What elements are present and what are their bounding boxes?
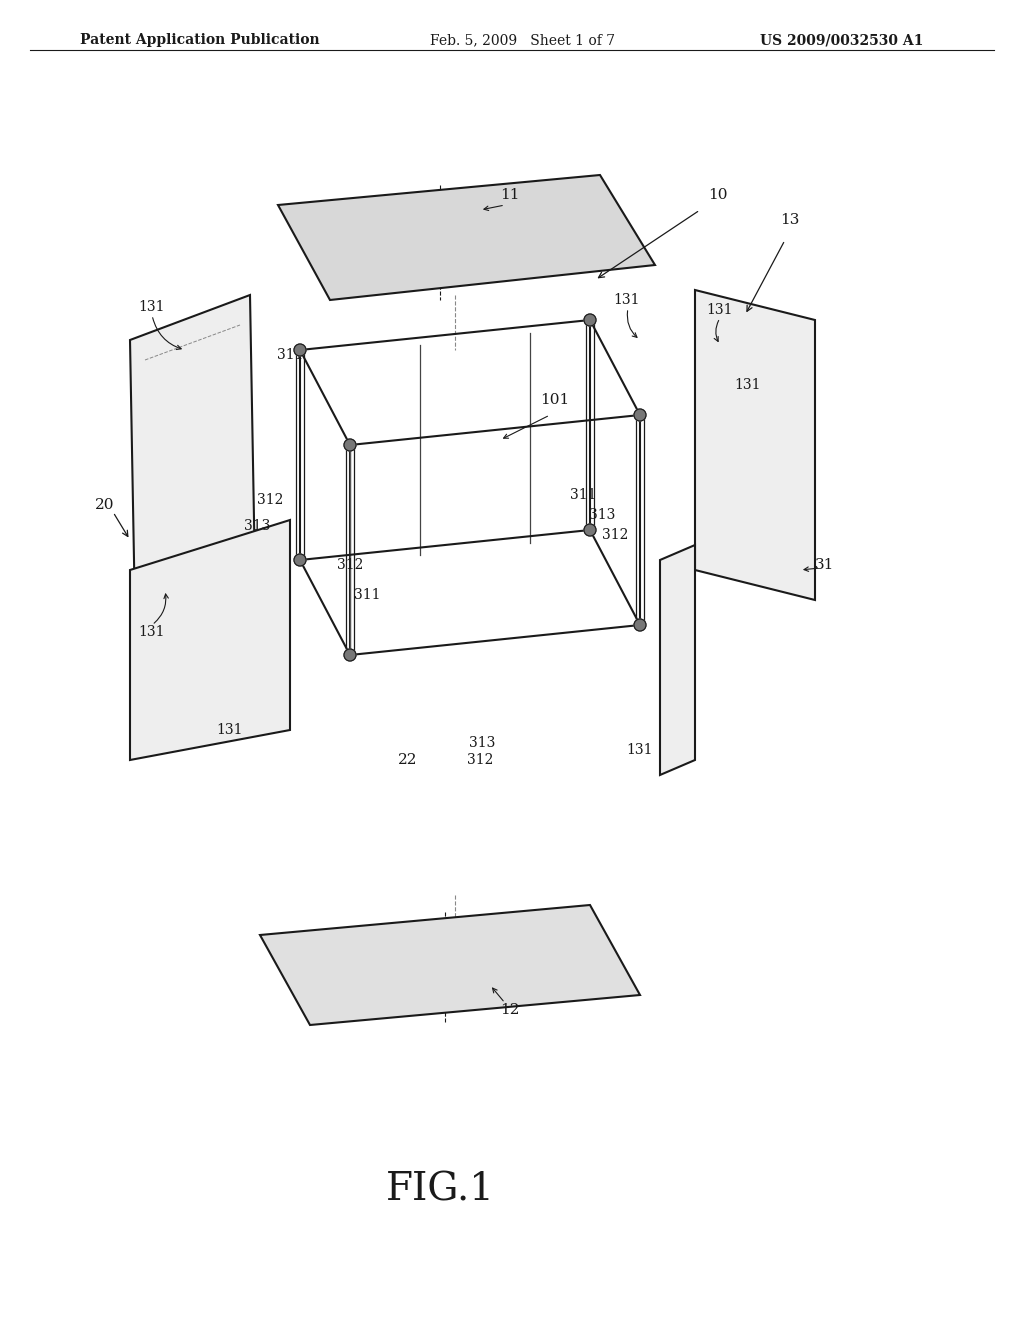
Text: 131: 131 xyxy=(217,723,244,737)
Text: 311: 311 xyxy=(353,587,380,602)
Text: 131: 131 xyxy=(707,304,733,317)
Text: 13: 13 xyxy=(780,213,800,227)
Text: 313: 313 xyxy=(469,737,496,750)
Text: 313: 313 xyxy=(244,519,270,533)
Circle shape xyxy=(344,649,356,661)
Text: 311: 311 xyxy=(569,488,596,502)
Circle shape xyxy=(634,619,646,631)
Circle shape xyxy=(294,345,306,356)
Text: FIG.1: FIG.1 xyxy=(386,1172,495,1209)
Circle shape xyxy=(584,314,596,326)
Text: 12: 12 xyxy=(501,1003,520,1016)
Polygon shape xyxy=(260,906,640,1026)
Text: 312: 312 xyxy=(467,752,494,767)
Text: 10: 10 xyxy=(709,187,728,202)
Polygon shape xyxy=(695,290,815,601)
Text: 312: 312 xyxy=(337,558,364,572)
Text: 31: 31 xyxy=(815,558,835,572)
Text: Patent Application Publication: Patent Application Publication xyxy=(80,33,319,48)
Text: 131: 131 xyxy=(613,293,640,308)
Text: 22: 22 xyxy=(398,752,418,767)
Polygon shape xyxy=(130,520,290,760)
Polygon shape xyxy=(660,545,695,775)
Text: 131: 131 xyxy=(138,624,165,639)
Text: 311: 311 xyxy=(276,348,303,362)
Text: 101: 101 xyxy=(541,393,569,407)
Circle shape xyxy=(584,524,596,536)
Circle shape xyxy=(634,409,646,421)
Text: 131: 131 xyxy=(138,300,165,314)
Text: 131: 131 xyxy=(735,378,761,392)
Circle shape xyxy=(294,554,306,566)
Polygon shape xyxy=(130,294,255,615)
Text: 131: 131 xyxy=(627,743,653,756)
Text: Feb. 5, 2009   Sheet 1 of 7: Feb. 5, 2009 Sheet 1 of 7 xyxy=(430,33,615,48)
Text: 312: 312 xyxy=(602,528,628,543)
Text: 313: 313 xyxy=(589,508,615,521)
Text: US 2009/0032530 A1: US 2009/0032530 A1 xyxy=(760,33,924,48)
Polygon shape xyxy=(278,176,655,300)
Text: 312: 312 xyxy=(257,492,284,507)
Circle shape xyxy=(344,440,356,451)
Text: 20: 20 xyxy=(95,498,115,512)
Text: 11: 11 xyxy=(501,187,520,202)
